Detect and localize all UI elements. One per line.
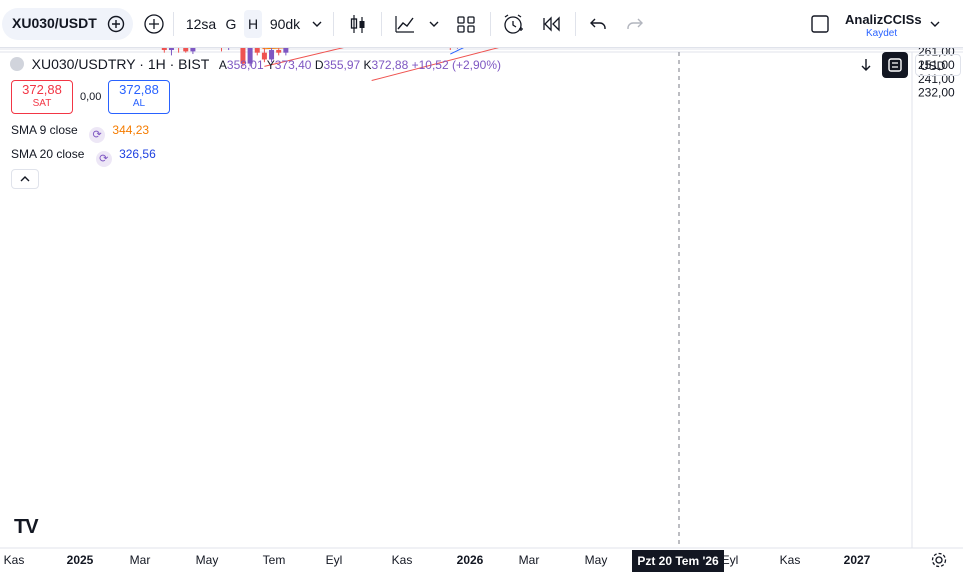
interval-90m[interactable]: 90dk [269,16,301,32]
x-tick-label: 2027 [844,553,871,567]
crosshair-date-label: Pzt 20 Tem '26 [637,554,719,568]
candle-body [240,33,246,64]
sma20-label: SMA 20 close [11,147,85,161]
x-tick-label: Kas [4,553,25,567]
replay-icon[interactable] [537,10,567,38]
x-tick-label: May [196,553,219,567]
x-tick-label: Mar [519,553,540,567]
legend-title-row: XU030/USDTRY · 1H · BIST A358,01 Y373,40… [10,56,501,72]
spread-value: 0,00 [80,91,102,103]
candle-body [190,37,196,52]
sell-label: SAT [32,98,52,109]
candle-type-icon[interactable] [344,10,372,38]
crosshair-date-bg [632,550,724,572]
candle-body [276,50,282,53]
exchange-logo-icon [10,57,24,71]
y-tick-label: 251,00 [918,58,955,72]
sell-price: 372,88 [22,82,62,97]
interval-12h[interactable]: 12sa [185,16,217,32]
redo-icon[interactable] [621,10,649,38]
x-tick-label: Kas [780,553,801,567]
candle-body [283,12,289,53]
ohlc-low: 355,97 [323,58,361,72]
sma20-value: 326,56 [119,147,156,161]
ohlc-key: Y [266,58,275,72]
collapse-legend-button[interactable] [11,169,39,189]
ohlc-change: +10,52 (+2,90%) [411,58,501,72]
save-link[interactable]: Kaydet [866,28,898,39]
top-toolbar: XU030/USDT 12sa G H 90dk AnalizCCISs Kay… [0,0,963,48]
ohlc-key: D [314,58,324,72]
settings-gear-icon[interactable] [930,551,948,569]
ohlc-key: A [218,58,227,72]
candle-body [183,42,189,52]
candle-body [168,26,174,51]
x-tick-label: Kas [392,553,413,567]
refresh-icon[interactable]: ⟳ [89,127,106,143]
chevron-up-icon [20,176,30,182]
symbol-search-pill[interactable] [2,8,133,40]
interval-day[interactable]: G [225,16,237,32]
ohlc-high: 373,40 [274,58,312,72]
legend-title: XU030/USDTRY · 1H · BIST [31,56,210,72]
candle-body [161,0,167,51]
ohlc-key: K [363,58,372,72]
refresh-icon[interactable]: ⟳ [95,151,112,167]
ohlc-close: 372,88 [371,58,409,72]
tradingview-logo: TV [14,516,39,538]
x-tick-label: Eyl [722,553,739,567]
buy-label: AL [132,98,146,109]
x-tick-label: Tem [263,553,286,567]
sma20-legend[interactable]: SMA 20 close ⟳ 326,56 [11,147,156,167]
candle-body [247,38,253,64]
x-tick-label: May [585,553,608,567]
x-tick-label: 2026 [457,553,484,567]
x-tick-label: 2025 [67,553,94,567]
fullscreen-icon[interactable] [882,52,908,78]
interval-week[interactable]: H [244,10,262,38]
save-chevron-icon[interactable] [924,10,946,38]
layout-square-icon[interactable] [806,10,834,38]
ohlc-open: 358,01 [226,58,264,72]
compare-plus-icon[interactable] [140,10,168,38]
indicators-chevron-icon[interactable] [424,10,444,38]
sell-button[interactable]: 372,88 SAT [11,80,73,114]
layout-grid-icon[interactable] [452,10,480,38]
x-tick-label: Eyl [326,553,343,567]
candle-body [269,50,275,60]
x-tick-label: Mar [130,553,151,567]
buy-price: 372,88 [119,82,159,97]
indicators-icon[interactable] [390,10,420,38]
scroll-down-icon[interactable] [855,54,877,76]
candle-body [261,52,267,60]
alert-clock-icon[interactable] [498,10,528,38]
candle-body [254,38,260,53]
user-name[interactable]: AnalizCCISs [845,12,922,27]
undo-icon[interactable] [584,10,612,38]
symbol-text[interactable]: XU030/USDT [12,15,97,31]
sma9-value: 344,23 [112,123,150,137]
y-tick-label: 232,00 [918,85,955,99]
sma9-legend[interactable]: SMA 9 close ⟳ 344,23 [11,123,149,143]
currency-selector[interactable]: USD [915,54,961,76]
legend-ohlc: A358,01 Y373,40 D355,97 K372,88 +10,52 (… [219,58,501,72]
interval-dropdown-chevron-icon[interactable] [306,10,328,38]
add-symbol-icon[interactable] [102,10,130,38]
sma9-label: SMA 9 close [11,123,78,137]
buy-button[interactable]: 372,88 AL [108,80,170,114]
